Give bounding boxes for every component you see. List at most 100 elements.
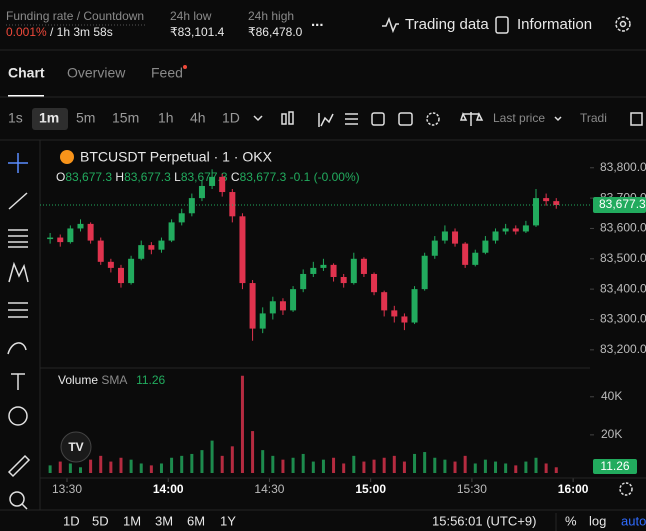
ruler-tool[interactable] (7, 454, 31, 478)
line-tool[interactable] (8, 192, 28, 210)
candle-body (340, 277, 347, 284)
high-value: ₹86,478.0 (248, 25, 303, 39)
auto-toggle[interactable]: auto (621, 513, 646, 528)
sma-value: 11.26 (136, 373, 165, 387)
candle-body (553, 201, 560, 205)
candle-body (87, 223, 94, 241)
alert-icon[interactable] (371, 112, 385, 126)
fib-tool[interactable] (8, 229, 28, 248)
interval[interactable]: 5m (76, 110, 95, 126)
range-button[interactable]: 1Y (220, 513, 236, 528)
information-icon (495, 16, 509, 34)
candle-body (259, 313, 266, 329)
tab[interactable]: Feed (151, 65, 183, 81)
ohlc-label: L (174, 170, 181, 184)
price-label: 83,400.0 (600, 281, 646, 295)
time-label: 13:30 (52, 482, 82, 496)
trading-data-icon (382, 16, 399, 34)
price-type-menu[interactable] (554, 116, 562, 122)
candle-body (290, 289, 297, 311)
interval[interactable]: 15m (112, 110, 139, 126)
countdown: / 1h 3m 58s (50, 25, 113, 39)
interval[interactable]: 4h (190, 110, 206, 126)
sma-label: SMA (101, 373, 127, 387)
candle-body (300, 273, 307, 290)
template-icon[interactable] (345, 113, 358, 125)
candle-body (482, 240, 489, 253)
log-toggle[interactable]: log (589, 513, 606, 528)
time-label: 14:00 (153, 482, 184, 496)
candle-body (209, 176, 216, 186)
range-button[interactable]: 3M (155, 513, 173, 528)
trading-tab[interactable]: Tradi (580, 111, 607, 125)
forecast-tool[interactable] (8, 302, 28, 318)
time-label: 15:30 (457, 482, 487, 496)
candle-body (57, 237, 64, 243)
candle-body (441, 231, 448, 241)
price-label: 83,800.0 (600, 160, 646, 174)
volume-axis-label: 20K (601, 427, 622, 441)
volume-axis-label: 40K (601, 389, 622, 403)
scale-icon[interactable] (459, 112, 484, 126)
candle-body (401, 316, 408, 323)
axis-settings[interactable] (619, 482, 633, 496)
price-label: 83,500.0 (600, 251, 646, 265)
candle-body (421, 255, 428, 290)
information-button[interactable]: Information (517, 16, 592, 33)
emoji-tool[interactable] (8, 406, 28, 426)
chart-type-icon[interactable] (281, 111, 294, 125)
funding-rate: 0.001% (6, 25, 47, 39)
range-button[interactable]: 1M (123, 513, 141, 528)
interval[interactable]: 1h (158, 110, 174, 126)
brush-tool[interactable] (7, 342, 27, 355)
interval[interactable]: 1s (8, 110, 23, 126)
ohlc-legend: O83,677.3 H83,677.3 L83,677.3 C83,677.3 … (56, 170, 360, 184)
text-tool[interactable] (11, 373, 25, 390)
tab[interactable]: Overview (67, 65, 126, 81)
indicator-icon[interactable] (320, 113, 334, 127)
pattern-tool[interactable] (8, 261, 29, 283)
range-button[interactable]: 5D (92, 513, 109, 528)
interval-menu[interactable] (253, 115, 263, 122)
time-label: 14:30 (254, 482, 284, 496)
candle-body (279, 301, 286, 311)
coin-icon (60, 150, 74, 164)
price-label: 83,600.0 (600, 221, 646, 235)
candle-body (543, 198, 550, 202)
tab[interactable]: Chart (8, 65, 45, 81)
interval[interactable]: 1m (39, 110, 59, 126)
candle-body (219, 176, 226, 193)
ohlc-label: C (231, 170, 240, 184)
candle-body (269, 301, 276, 314)
candle-body (229, 192, 236, 217)
candle-body (47, 237, 54, 240)
replay-icon[interactable] (398, 112, 413, 126)
settings-button[interactable] (615, 16, 631, 32)
last-price-badge (593, 196, 646, 213)
crosshair-tool[interactable] (8, 153, 28, 173)
trading-data-button[interactable]: Trading data (405, 16, 489, 33)
tradingview-logo[interactable] (60, 431, 92, 463)
fullscreen-button[interactable] (630, 112, 643, 126)
price-type[interactable]: Last price (493, 111, 545, 125)
range-button[interactable]: 1D (63, 513, 80, 528)
change: -0.1 (-0.00%) (290, 170, 360, 184)
ohlc-value: 83,677.3 (65, 170, 112, 184)
interval[interactable]: 1D (222, 110, 240, 126)
chart-settings[interactable] (426, 112, 440, 126)
percent-toggle[interactable]: % (565, 513, 577, 528)
candle-body (158, 240, 165, 250)
clock: 15:56:01 (UTC+9) (432, 513, 536, 528)
volume-badge-label: 11.26 (600, 459, 629, 473)
candle-body (138, 245, 145, 259)
range-button[interactable]: 6M (187, 513, 205, 528)
candle-body (522, 225, 529, 232)
candle-body (330, 264, 337, 277)
candle-body (533, 198, 540, 226)
more-button[interactable]: ... (311, 13, 324, 30)
ohlc-value: 83,677.3 (181, 170, 228, 184)
candle-body (431, 240, 438, 256)
high-label: 24h high (248, 9, 294, 23)
candle-body (462, 243, 469, 265)
zoom-tool[interactable] (9, 491, 25, 507)
